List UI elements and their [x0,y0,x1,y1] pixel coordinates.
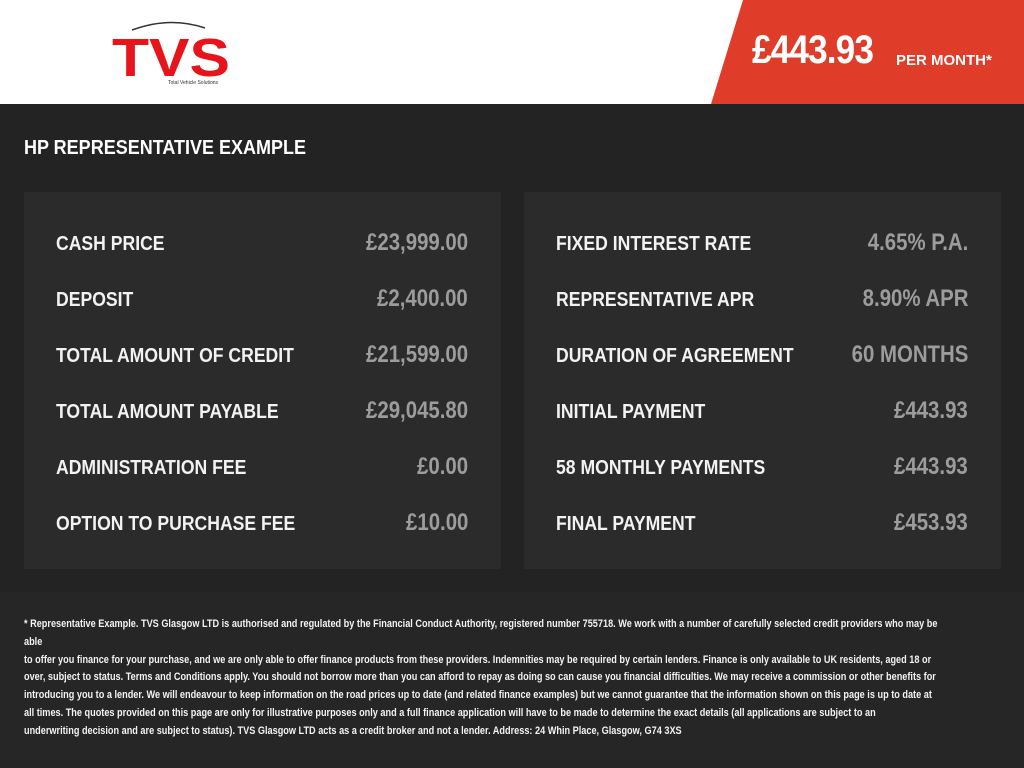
finance-details-left: CASH PRICE £23,999.00 DEPOSIT £2,400.00 TO… [24,192,501,569]
finance-row: INITIAL PAYMENT £443.93 [556,397,968,427]
finance-row: OPTION TO PURCHASE FEE £10.00 [56,509,468,539]
section-title: HP REPRESENTATIVE EXAMPLE [24,137,307,159]
finance-row: TOTAL AMOUNT PAYABLE £29,045.80 [56,397,468,427]
row-label: DEPOSIT [56,289,134,311]
row-value: 4.65% P.A. [867,229,968,256]
finance-row: DURATION OF AGREEMENT 60 MONTHS [556,341,968,371]
row-value: 60 MONTHS [851,341,968,368]
finance-details-right: FIXED INTEREST RATE 4.65% P.A. REPRESENTA… [524,192,1001,569]
finance-row: TOTAL AMOUNT OF CREDIT £21,599.00 [56,341,468,371]
row-value: £2,400.00 [377,285,468,312]
row-value: £443.93 [894,453,968,480]
finance-row: 58 MONTHLY PAYMENTS £443.93 [556,453,968,483]
row-value: £0.00 [416,453,468,480]
header: TVS Total Vehicle Solutions £443.93 PER … [0,0,1024,104]
tvs-logo: TVS Total Vehicle Solutions [112,21,230,88]
row-label: FINAL PAYMENT [556,513,696,535]
finance-row: FINAL PAYMENT £453.93 [556,509,968,539]
row-value: £453.93 [894,509,968,536]
row-value: 8.90% APR [862,285,968,312]
monthly-price: £443.93 [752,28,874,72]
finance-row: REPRESENTATIVE APR 8.90% APR [556,285,968,315]
row-label: DURATION OF AGREEMENT [556,345,794,367]
per-month-label: PER MONTH* [896,52,992,69]
row-label: ADMINISTRATION FEE [56,457,247,479]
disclaimer: * Representative Example. TVS Glasgow LT… [24,616,956,741]
disclaimer-line: introducing you to a lender. We will end… [24,689,932,702]
finance-row: ADMINISTRATION FEE £0.00 [56,453,468,483]
disclaimer-line: to offer you finance for your purchase, … [24,653,932,666]
disclaimer-line: underwriting decision and are subject to… [24,724,682,737]
row-label: CASH PRICE [56,233,165,255]
row-value: £10.00 [405,509,468,536]
svg-text:Total Vehicle Solutions: Total Vehicle Solutions [168,80,219,86]
row-value: £443.93 [894,397,968,424]
finance-row: DEPOSIT £2,400.00 [56,285,468,315]
row-value: £29,045.80 [365,397,468,424]
svg-text:TVS: TVS [112,28,230,88]
disclaimer-line: all times. The quotes provided on this p… [24,706,876,719]
disclaimer-line: over, subject to status. Terms and Condi… [24,671,936,684]
row-label: INITIAL PAYMENT [556,401,706,423]
disclaimer-line: * Representative Example. TVS Glasgow LT… [24,618,938,648]
row-label: REPRESENTATIVE APR [556,289,755,311]
row-value: £23,999.00 [365,229,468,256]
row-label: FIXED INTEREST RATE [556,233,752,255]
finance-row: CASH PRICE £23,999.00 [56,229,468,259]
row-value: £21,599.00 [365,341,468,368]
footer [0,592,1024,768]
finance-row: FIXED INTEREST RATE 4.65% P.A. [556,229,968,259]
row-label: TOTAL AMOUNT PAYABLE [56,401,279,423]
row-label: OPTION TO PURCHASE FEE [56,513,296,535]
row-label: TOTAL AMOUNT OF CREDIT [56,345,294,367]
monthly-price-banner [711,0,1024,104]
row-label: 58 MONTHLY PAYMENTS [556,457,766,479]
